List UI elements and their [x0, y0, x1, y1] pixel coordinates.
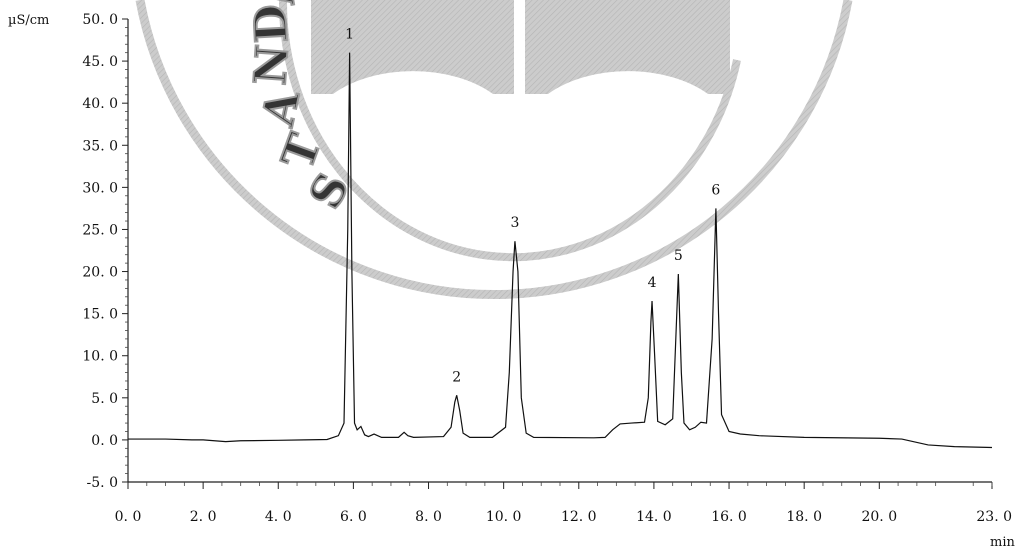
svg-text:N: N: [245, 43, 299, 87]
peak-label: 1: [345, 27, 354, 43]
x-tick-label: 8. 0: [415, 509, 442, 525]
chromatogram-trace: [128, 52, 993, 449]
x-tick-label: 12. 0: [561, 509, 597, 525]
y-tick-label: -5. 0: [87, 475, 118, 491]
y-tick-label: 0. 0: [91, 433, 118, 449]
x-tick-label: 2. 0: [190, 509, 217, 525]
x-axis-ticks: 0. 0 2. 0 4. 0 6. 0 8. 0 10. 0 12. 0 14. 0 16. 0…: [115, 482, 1012, 525]
y-tick-label: 35. 0: [82, 138, 118, 154]
y-unit-label: µS/cm: [8, 13, 49, 28]
watermark-inner-ring: [278, 0, 741, 262]
x-tick-label: 0. 0: [115, 509, 142, 525]
x-tick-label: 4. 0: [265, 509, 292, 525]
y-axis-ticks: 50. 0 45. 0 40. 0 35. 0 30. 0 25. 0 20. 0 15. 0…: [82, 12, 128, 491]
y-tick-label: 15. 0: [82, 307, 118, 323]
watermark-stamp: S T A N D A: [135, 0, 853, 300]
y-tick-label: 25. 0: [82, 222, 118, 238]
x-tick-label: 14. 0: [636, 509, 672, 525]
peak-label: 3: [510, 215, 519, 231]
peak-label: 2: [452, 369, 461, 385]
x-tick-label: 16. 0: [711, 509, 747, 525]
y-tick-label: 50. 0: [82, 12, 118, 28]
y-tick-label: 5. 0: [91, 391, 118, 407]
peak-labels: 1 2 3 4 5 6: [345, 27, 720, 386]
x-tick-label: 23. 0: [976, 509, 1012, 525]
peak-label: 4: [648, 275, 657, 291]
x-tick-label: 10. 0: [486, 509, 522, 525]
x-tick-label: 20. 0: [861, 509, 897, 525]
y-tick-label: 40. 0: [82, 96, 118, 112]
peak-label: 5: [674, 248, 683, 264]
svg-text:D: D: [245, 3, 298, 44]
x-tick-label: 18. 0: [786, 509, 822, 525]
y-tick-label: 45. 0: [82, 54, 118, 70]
svg-text:T: T: [272, 127, 331, 175]
watermark-outer-ring: [135, 0, 853, 300]
peak-label: 6: [711, 182, 720, 198]
y-tick-label: 30. 0: [82, 180, 118, 196]
y-tick-label: 10. 0: [82, 349, 118, 365]
x-tick-label: 6. 0: [340, 509, 367, 525]
watermark-book-left-page: [311, 0, 514, 94]
y-tick-label: 20. 0: [82, 265, 118, 281]
watermark-book-right-page: [525, 0, 730, 94]
x-unit-label: min: [990, 535, 1015, 550]
